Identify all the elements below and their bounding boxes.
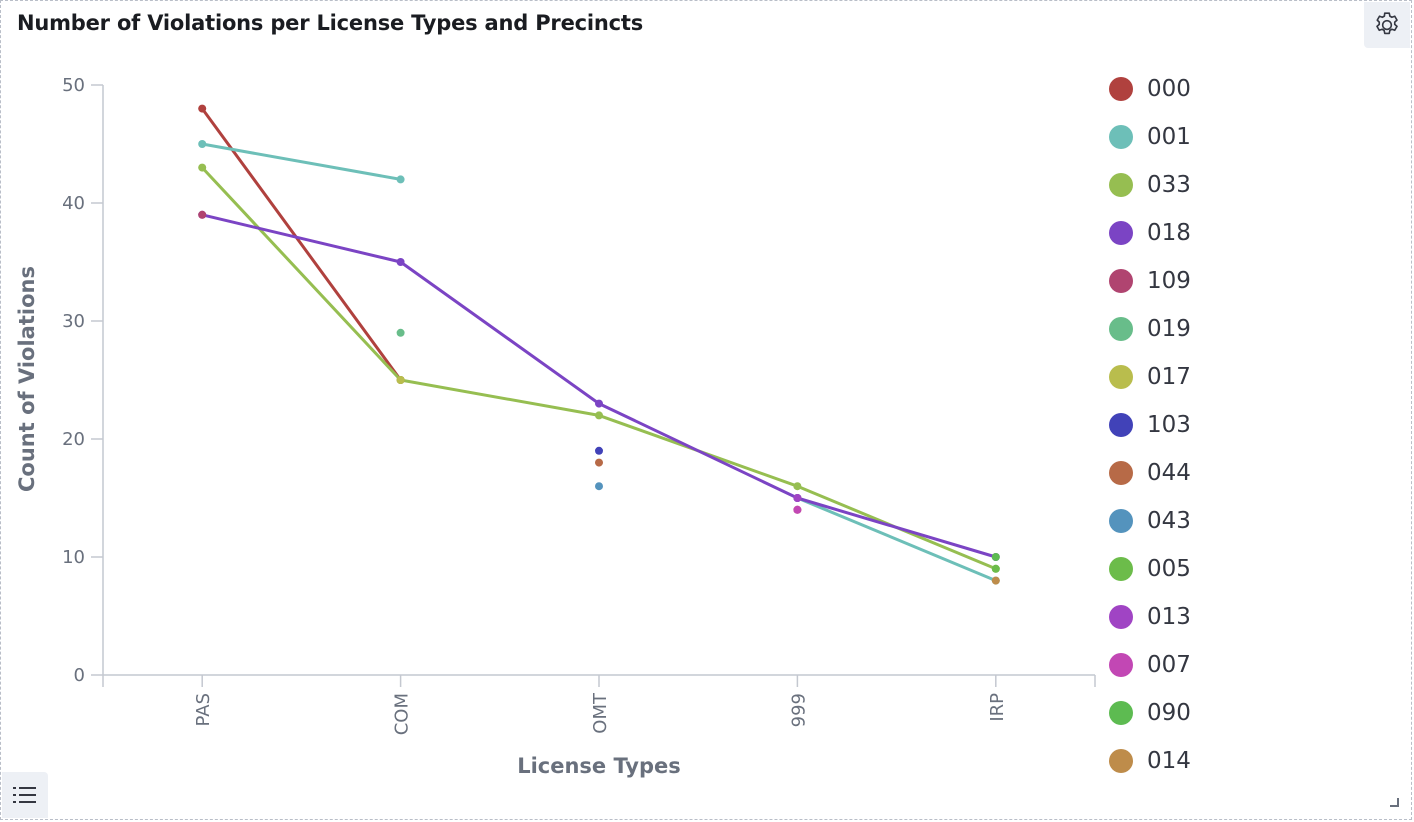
- series-line-segment: [200, 142, 403, 181]
- data-point[interactable]: [198, 163, 207, 172]
- legend-swatch: [1109, 173, 1133, 197]
- series-line-segment: [200, 107, 403, 382]
- legend-swatch: [1109, 653, 1133, 677]
- x-tick-label: IRP: [987, 693, 1008, 722]
- legend-item[interactable]: 019: [1109, 313, 1191, 345]
- legend-item[interactable]: 001: [1109, 121, 1191, 153]
- legend-swatch: [1109, 509, 1133, 533]
- legend-label: 005: [1147, 556, 1191, 582]
- legend-swatch: [1109, 317, 1133, 341]
- legend-item[interactable]: 018: [1109, 217, 1191, 249]
- legend-label: 043: [1147, 508, 1191, 534]
- legend-item[interactable]: 013: [1109, 601, 1191, 633]
- data-point[interactable]: [595, 458, 603, 467]
- data-point[interactable]: [991, 553, 1000, 561]
- series-line-segment: [795, 496, 998, 583]
- legend-label: 013: [1147, 604, 1191, 630]
- legend-label: 033: [1147, 172, 1191, 198]
- data-point[interactable]: [991, 576, 1000, 585]
- gear-icon: [1376, 12, 1398, 35]
- legend-label: 017: [1147, 364, 1191, 390]
- legend-swatch: [1109, 77, 1133, 101]
- x-tick-label: PAS: [193, 693, 214, 726]
- panel-title: Number of Violations per License Types a…: [17, 11, 643, 35]
- legend-item[interactable]: 109: [1109, 265, 1191, 297]
- legend-item[interactable]: 017: [1109, 361, 1191, 393]
- y-tick-label: 30: [62, 311, 85, 332]
- legend-label: 014: [1147, 748, 1191, 774]
- x-axis-title: License Types: [517, 754, 681, 778]
- legend-label: 090: [1147, 700, 1191, 726]
- data-point[interactable]: [198, 210, 207, 219]
- series-line-segment: [399, 260, 601, 406]
- series-line-segment: [795, 496, 998, 559]
- list-icon: [13, 787, 36, 803]
- legend-item[interactable]: 090: [1109, 697, 1191, 729]
- legend-item[interactable]: 103: [1109, 409, 1191, 441]
- legend-swatch: [1109, 461, 1133, 485]
- data-point[interactable]: [595, 446, 603, 455]
- y-tick-label: 20: [62, 429, 85, 450]
- legend-label: 007: [1147, 652, 1191, 678]
- legend-swatch: [1109, 269, 1133, 293]
- legend-swatch: [1109, 749, 1133, 773]
- legend-item[interactable]: 043: [1109, 505, 1191, 537]
- legend-swatch: [1109, 221, 1133, 245]
- x-tick-label: OMT: [590, 692, 611, 734]
- legend-item[interactable]: 044: [1109, 457, 1191, 489]
- data-point[interactable]: [198, 104, 207, 113]
- legend-swatch: [1109, 125, 1133, 149]
- legend-label: 044: [1147, 460, 1191, 486]
- y-axis-title: Count of Violations: [15, 266, 39, 492]
- data-point[interactable]: [198, 140, 207, 148]
- series-line-segment: [200, 166, 403, 382]
- legend-label: 103: [1147, 412, 1191, 438]
- series-line-segment: [399, 378, 601, 417]
- legend-item[interactable]: 005: [1109, 553, 1191, 585]
- data-point[interactable]: [595, 411, 603, 420]
- legend-swatch: [1109, 557, 1133, 581]
- legend-swatch: [1109, 413, 1133, 437]
- data-point[interactable]: [396, 175, 405, 184]
- data-point[interactable]: [793, 494, 802, 502]
- legend-label: 018: [1147, 220, 1191, 246]
- y-tick-label: 50: [62, 75, 85, 96]
- legend-item[interactable]: 014: [1109, 745, 1191, 777]
- legend-swatch: [1109, 605, 1133, 629]
- legend-item[interactable]: 000: [1109, 73, 1191, 105]
- data-point[interactable]: [793, 505, 802, 514]
- x-tick-label: COM: [392, 693, 413, 735]
- legend-swatch: [1109, 365, 1133, 389]
- legend-toggle-button[interactable]: [2, 772, 48, 818]
- y-tick-label: 10: [62, 547, 85, 568]
- data-point[interactable]: [396, 258, 405, 266]
- data-point[interactable]: [595, 399, 603, 408]
- data-point[interactable]: [991, 564, 1000, 573]
- legend-item[interactable]: 033: [1109, 169, 1191, 201]
- line-chart: 0 10 20 30 40 50 PAS COM OMT 999 IRP License Types C…: [15, 75, 1096, 778]
- x-tick-label: 999: [788, 693, 809, 727]
- resize-corner-icon[interactable]: [1389, 797, 1399, 807]
- legend-label: 001: [1147, 124, 1191, 150]
- data-point[interactable]: [396, 328, 405, 337]
- panel-options-button[interactable]: [1364, 2, 1410, 48]
- series-line-segment: [597, 402, 799, 500]
- legend-item[interactable]: 007: [1109, 649, 1191, 681]
- series-line-segment: [200, 213, 403, 264]
- legend-swatch: [1109, 701, 1133, 725]
- legend-label: 109: [1147, 268, 1191, 294]
- legend-label: 000: [1147, 76, 1191, 102]
- legend-label: 019: [1147, 316, 1191, 342]
- data-point[interactable]: [793, 482, 802, 491]
- y-tick-label: 40: [62, 193, 85, 214]
- data-point[interactable]: [595, 482, 603, 491]
- data-point[interactable]: [396, 376, 405, 384]
- y-tick-label: 0: [74, 665, 85, 686]
